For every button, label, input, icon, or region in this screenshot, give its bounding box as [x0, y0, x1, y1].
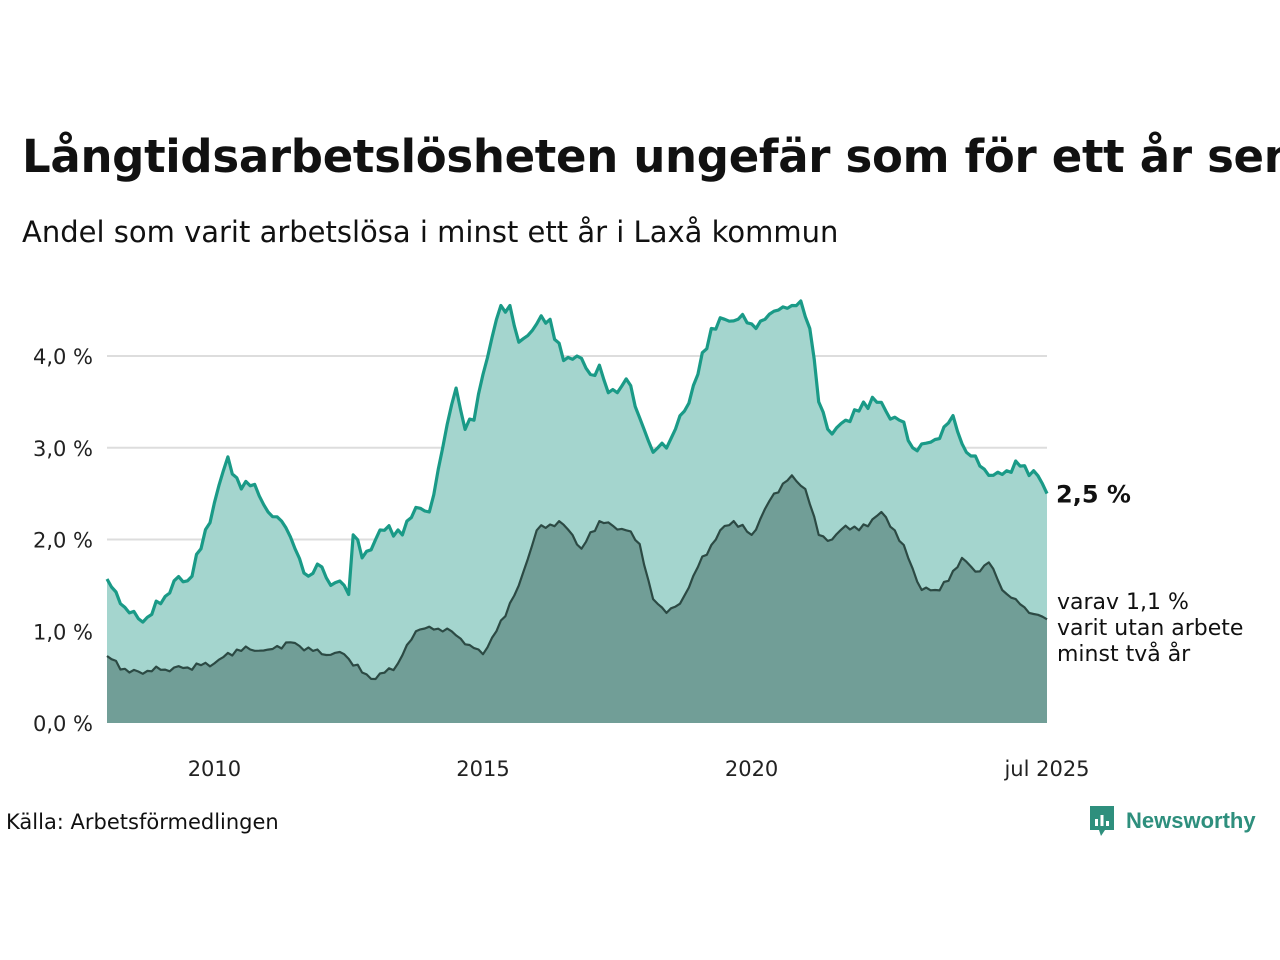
sub-series-line	[106, 474, 1048, 681]
sub-label-line-3: minst två år	[1057, 641, 1191, 667]
x-tick-label: 2020	[725, 757, 778, 781]
x-tick-label: 2010	[188, 757, 241, 781]
sub-series-area	[107, 475, 1047, 723]
y-tick-label: 0,0 %	[33, 712, 93, 736]
sub-value-label: varav 1,1 % varit utan arbete minst två …	[1057, 590, 1250, 667]
end-value-label: 2,5 %	[1056, 481, 1131, 509]
y-tick-label: 4,0 %	[33, 345, 93, 369]
x-axis: 2010 2015 2020 jul 2025	[188, 757, 1090, 781]
x-tick-label: jul 2025	[1003, 757, 1089, 781]
main-series-line	[105, 299, 1049, 624]
sub-label-line-2: varit utan arbete	[1057, 616, 1243, 641]
chart-title: Långtidsarbetslösheten ungefär som för e…	[22, 130, 1280, 183]
y-tick-label: 3,0 %	[33, 437, 93, 461]
brand-name: Newsworthy	[1126, 808, 1256, 833]
source-note: Källa: Arbetsförmedlingen	[6, 810, 279, 834]
y-tick-label: 2,0 %	[33, 529, 93, 553]
chart-subtitle: Andel som varit arbetslösa i minst ett å…	[22, 215, 839, 249]
y-tick-label: 1,0 %	[33, 620, 93, 644]
brand-logo[interactable]: Newsworthy	[1088, 804, 1256, 838]
x-tick-label: 2015	[456, 757, 509, 781]
sub-label-line-1: varav 1,1 %	[1057, 590, 1189, 615]
newsworthy-logo-icon	[1090, 806, 1114, 836]
y-axis: 0,0 % 1,0 % 2,0 % 3,0 % 4,0 %	[33, 345, 93, 736]
